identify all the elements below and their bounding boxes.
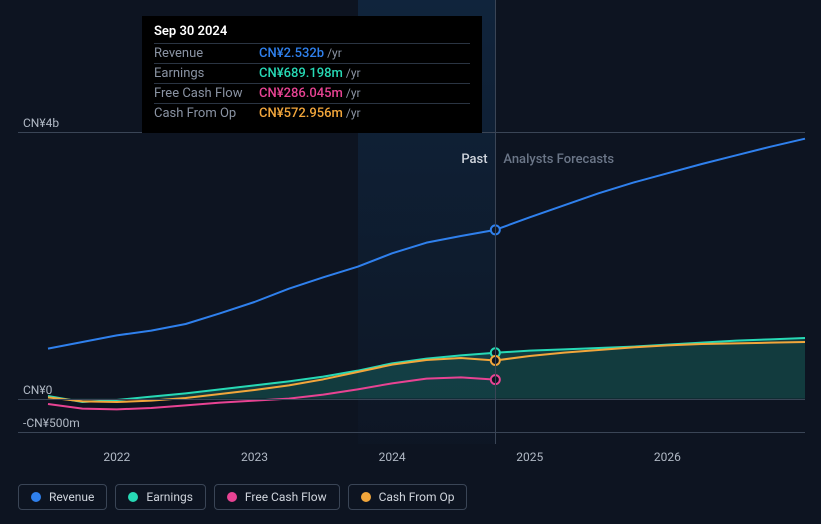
legend-item-label: Cash From Op [379,490,455,504]
legend-item-cash-from-op[interactable]: Cash From Op [348,484,468,510]
y-axis-label: CN¥4b [23,116,59,130]
tooltip-row-value: CN¥689.198m [259,66,343,81]
x-axis-label: 2023 [241,450,268,464]
tooltip-row-value: CN¥572.956m [259,106,343,121]
legend-item-earnings[interactable]: Earnings [115,484,206,510]
forecast-label: Analysts Forecasts [503,152,614,167]
chart-tooltip: Sep 30 2024 RevenueCN¥2.532b/yrEarningsC… [142,16,482,133]
legend-dot-icon [128,492,138,502]
x-axis-label: 2022 [103,450,130,464]
y-axis-label: CN¥0 [23,383,52,397]
tooltip-row-value: CN¥286.045m [259,86,343,101]
tooltip-row: EarningsCN¥689.198m/yr [154,63,470,83]
tooltip-row-label: Revenue [154,46,259,61]
legend-dot-icon [31,492,41,502]
tooltip-row-unit: /yr [327,46,342,60]
chart-legend: Revenue Earnings Free Cash Flow Cash From O… [18,484,467,510]
legend-item-label: Earnings [146,490,193,504]
x-axis-label: 2026 [654,450,681,464]
tooltip-row-unit: /yr [346,86,361,100]
tooltip-row-unit: /yr [346,106,361,120]
tooltip-row-label: Earnings [154,66,259,81]
legend-item-label: Revenue [49,490,94,504]
x-axis-label: 2025 [516,450,543,464]
past-label: Past [461,152,487,167]
legend-item-revenue[interactable]: Revenue [18,484,107,510]
x-axis-label: 2024 [379,450,406,464]
legend-dot-icon [361,492,371,502]
tooltip-row-unit: /yr [346,66,361,80]
legend-dot-icon [227,492,237,502]
tooltip-date: Sep 30 2024 [154,24,470,43]
tooltip-row: Cash From OpCN¥572.956m/yr [154,103,470,123]
tooltip-row: Free Cash FlowCN¥286.045m/yr [154,83,470,103]
series-line-revenue [48,139,805,349]
series-area-earnings [48,338,805,402]
past-forecast-divider [495,0,496,444]
gridline [18,432,805,433]
tooltip-row-label: Cash From Op [154,106,259,121]
tooltip-row-value: CN¥2.532b [259,46,324,61]
tooltip-row: RevenueCN¥2.532b/yr [154,43,470,63]
tooltip-row-label: Free Cash Flow [154,86,259,101]
legend-item-free-cash-flow[interactable]: Free Cash Flow [214,484,340,510]
y-axis-label: -CN¥500m [23,416,80,430]
gridline [18,399,805,400]
legend-item-label: Free Cash Flow [245,490,327,504]
